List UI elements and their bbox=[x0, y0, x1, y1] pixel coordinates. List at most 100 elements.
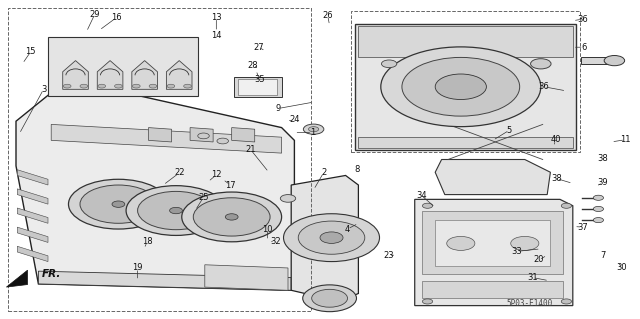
Polygon shape bbox=[415, 199, 573, 306]
Text: 18: 18 bbox=[142, 237, 152, 246]
Text: FR.: FR. bbox=[42, 269, 61, 279]
Bar bbox=[351, 11, 580, 152]
Circle shape bbox=[381, 60, 397, 68]
Circle shape bbox=[284, 214, 380, 262]
Circle shape bbox=[298, 221, 365, 254]
Text: 5: 5 bbox=[507, 126, 512, 135]
Text: 9: 9 bbox=[276, 104, 281, 113]
Polygon shape bbox=[17, 189, 48, 204]
Text: 19: 19 bbox=[132, 263, 143, 272]
Text: 26: 26 bbox=[323, 11, 333, 20]
Text: 1: 1 bbox=[310, 128, 315, 137]
Circle shape bbox=[132, 84, 140, 88]
Circle shape bbox=[198, 133, 209, 139]
Circle shape bbox=[80, 84, 88, 88]
Circle shape bbox=[312, 289, 348, 307]
Circle shape bbox=[170, 207, 182, 214]
Text: 11: 11 bbox=[620, 135, 630, 144]
Text: 34: 34 bbox=[416, 191, 426, 200]
Circle shape bbox=[225, 214, 238, 220]
Text: 32: 32 bbox=[270, 237, 280, 246]
Circle shape bbox=[561, 203, 572, 208]
Polygon shape bbox=[51, 124, 282, 153]
Circle shape bbox=[447, 236, 475, 250]
Polygon shape bbox=[422, 211, 563, 274]
Polygon shape bbox=[435, 160, 550, 195]
Text: 3: 3 bbox=[41, 85, 46, 94]
Text: 13: 13 bbox=[211, 13, 221, 22]
Circle shape bbox=[381, 47, 541, 127]
Text: 16: 16 bbox=[111, 13, 122, 22]
Text: 5P03-E1400: 5P03-E1400 bbox=[507, 299, 553, 308]
Text: 12: 12 bbox=[211, 170, 221, 179]
Text: 10: 10 bbox=[262, 225, 273, 234]
Circle shape bbox=[561, 299, 572, 304]
Circle shape bbox=[280, 195, 296, 202]
Polygon shape bbox=[6, 270, 28, 287]
Polygon shape bbox=[358, 137, 573, 148]
Text: 17: 17 bbox=[225, 181, 236, 189]
Polygon shape bbox=[97, 61, 123, 89]
Text: 36: 36 bbox=[577, 15, 588, 24]
Polygon shape bbox=[358, 26, 573, 57]
Circle shape bbox=[320, 232, 343, 243]
Text: 27: 27 bbox=[253, 43, 264, 52]
Circle shape bbox=[149, 84, 157, 88]
Text: 20: 20 bbox=[534, 256, 544, 264]
Text: 28: 28 bbox=[248, 61, 258, 70]
Circle shape bbox=[422, 203, 433, 208]
Polygon shape bbox=[435, 220, 550, 266]
Text: 38: 38 bbox=[598, 154, 608, 163]
Text: 6: 6 bbox=[581, 43, 586, 52]
Polygon shape bbox=[166, 61, 192, 89]
Text: 33: 33 bbox=[512, 247, 522, 256]
Text: 29: 29 bbox=[90, 10, 100, 19]
Circle shape bbox=[138, 191, 214, 230]
Polygon shape bbox=[38, 271, 291, 290]
Text: 37: 37 bbox=[577, 223, 588, 232]
Circle shape bbox=[68, 179, 168, 229]
Text: 35: 35 bbox=[254, 75, 264, 84]
Polygon shape bbox=[205, 265, 288, 290]
Circle shape bbox=[531, 59, 551, 69]
Circle shape bbox=[193, 198, 270, 236]
Text: 23: 23 bbox=[383, 251, 394, 260]
Text: 40: 40 bbox=[550, 135, 561, 144]
Circle shape bbox=[303, 285, 356, 312]
Circle shape bbox=[182, 192, 282, 242]
Circle shape bbox=[80, 185, 157, 223]
Polygon shape bbox=[291, 175, 358, 301]
Circle shape bbox=[167, 84, 175, 88]
Text: 31: 31 bbox=[527, 273, 538, 282]
Circle shape bbox=[217, 138, 228, 144]
Text: 36: 36 bbox=[539, 82, 549, 91]
Polygon shape bbox=[17, 170, 48, 185]
Circle shape bbox=[593, 218, 604, 223]
Text: 39: 39 bbox=[598, 178, 608, 187]
Circle shape bbox=[308, 127, 319, 132]
Text: 24: 24 bbox=[289, 115, 300, 124]
Circle shape bbox=[126, 186, 226, 235]
Polygon shape bbox=[422, 281, 563, 298]
Circle shape bbox=[422, 299, 433, 304]
Polygon shape bbox=[63, 61, 88, 89]
Polygon shape bbox=[148, 128, 172, 142]
Text: 7: 7 bbox=[600, 251, 605, 260]
Text: 25: 25 bbox=[198, 193, 209, 202]
Circle shape bbox=[402, 57, 520, 116]
Text: 15: 15 bbox=[26, 47, 36, 56]
Text: 14: 14 bbox=[211, 31, 221, 40]
Circle shape bbox=[604, 56, 625, 66]
Polygon shape bbox=[234, 77, 282, 97]
Polygon shape bbox=[48, 37, 198, 96]
Bar bbox=[8, 8, 311, 311]
Circle shape bbox=[112, 201, 125, 207]
Circle shape bbox=[115, 84, 122, 88]
Circle shape bbox=[593, 195, 604, 200]
Polygon shape bbox=[190, 128, 213, 142]
Circle shape bbox=[511, 236, 539, 250]
Circle shape bbox=[184, 84, 191, 88]
Polygon shape bbox=[17, 246, 48, 262]
Text: 21: 21 bbox=[246, 145, 256, 154]
Polygon shape bbox=[16, 80, 294, 290]
